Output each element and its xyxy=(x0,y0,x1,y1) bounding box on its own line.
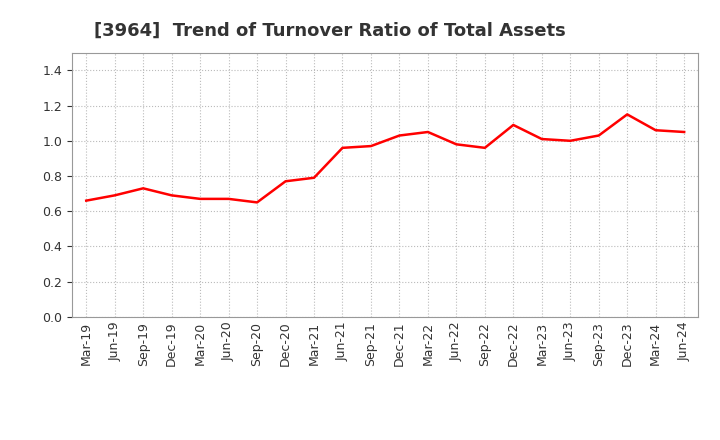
Text: [3964]  Trend of Turnover Ratio of Total Assets: [3964] Trend of Turnover Ratio of Total … xyxy=(94,22,565,40)
